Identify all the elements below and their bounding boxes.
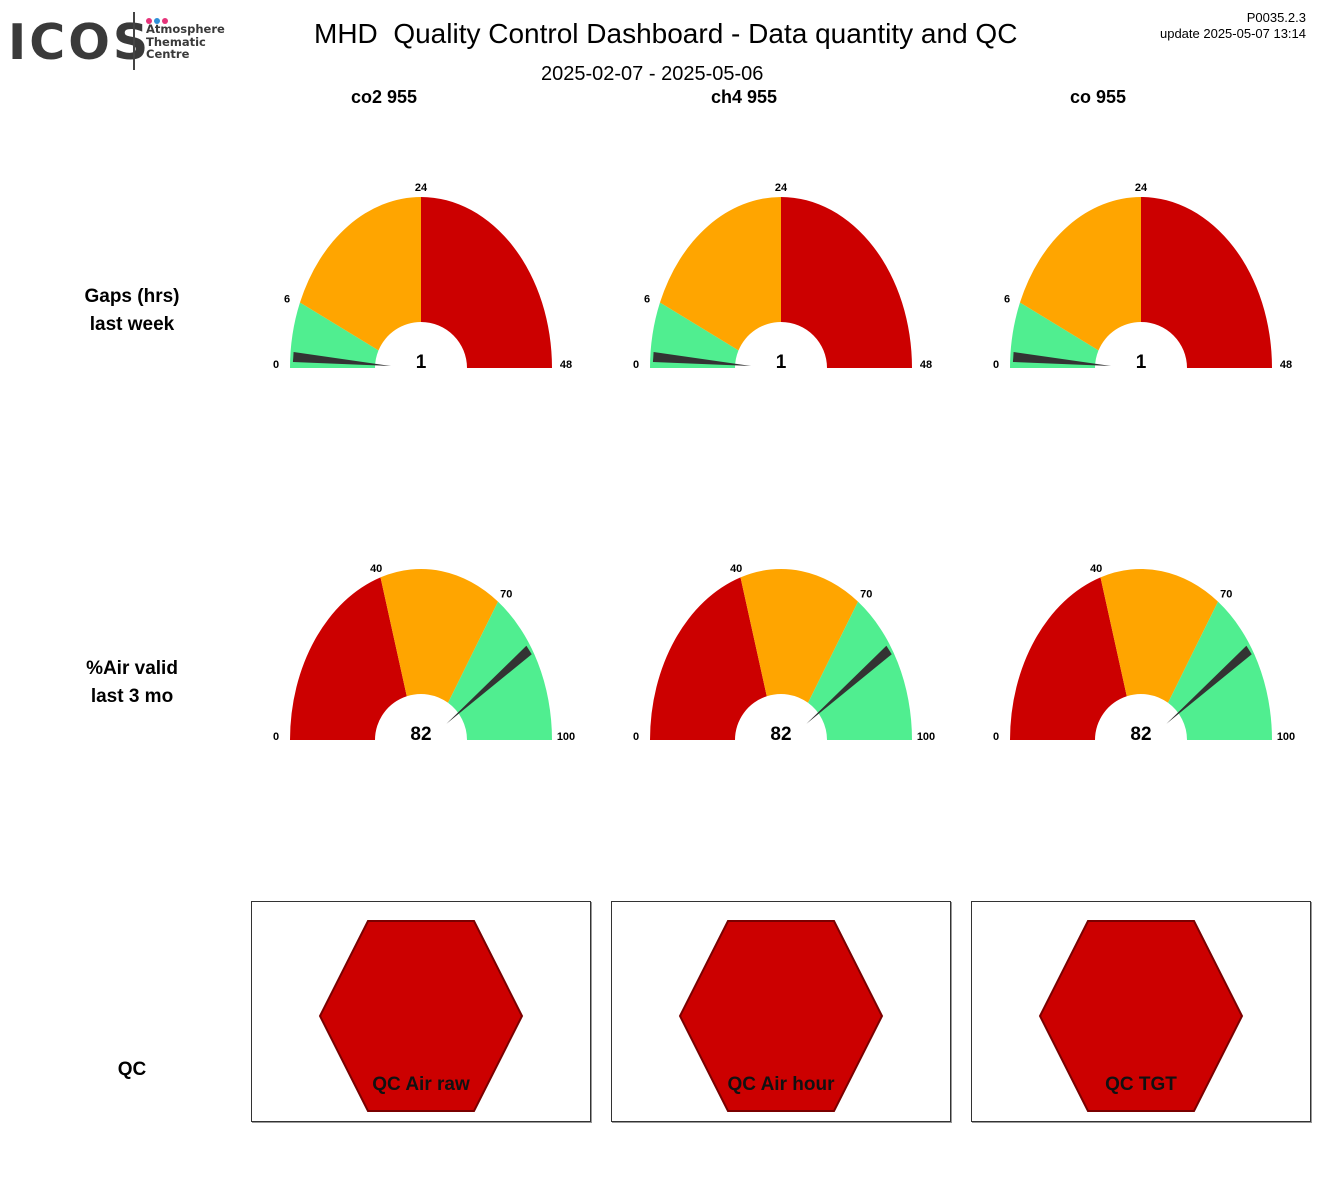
page-title: MHD Quality Control Dashboard - Data qua… [314,18,1018,49]
logo-dot [146,18,152,24]
qc-status-hexagon-icon [1038,920,1244,1112]
gauge-needle [652,352,752,367]
qc-panel-air-hour [611,901,951,1122]
gauge-band-red [781,197,912,368]
update-timestamp: update 2025-05-07 13:14 [1159,26,1306,41]
row-label-air-valid: %Air valid last 3 mo [86,658,178,707]
gauge-band-orange [740,569,858,703]
gauge-value-label: 82 [410,724,431,745]
logo-separator [133,12,135,70]
qc-status-hexagon-icon [678,920,884,1112]
gauge-band-red [1141,197,1272,368]
gauge-tick-label: 0 [993,359,999,371]
logo-dot [162,18,168,24]
version-number: P0035.2.3 [1246,10,1306,25]
gauge-value-label: 1 [1136,352,1147,373]
gauge-tick-label: 0 [633,731,639,743]
qc-label-tgt: QC TGT [1105,1074,1177,1095]
gauge-tick-label: 48 [920,359,932,371]
gauge-band-orange [1019,197,1141,351]
gauge-tick-label: 40 [1090,563,1102,575]
gauge-tick-label: 100 [557,731,575,743]
gauge-band-red [650,577,767,740]
gauge-tick-label: 24 [775,182,788,194]
gauge-tick-label: 0 [273,731,279,743]
column-header-ch4: ch4 955 [710,87,778,107]
qc-panel-air-raw [251,901,591,1122]
gauge-band-green [290,302,379,368]
gauge-tick-label: 6 [644,294,650,306]
gauge-tick-label: 0 [273,359,279,371]
gauge-tick-label: 100 [1277,731,1295,743]
gauge-needle [1012,352,1112,367]
gauge-band-green [448,601,552,740]
gauge-band-green [1168,601,1272,740]
logo-subtitle: Atmosphere Thematic Centre [146,22,225,61]
logo-dots-icon [146,11,170,29]
gauge-band-orange [299,197,421,351]
gauge-band-green [650,302,739,368]
gauge-band-red [421,197,552,368]
gauge-value-label: 1 [776,352,787,373]
qc-label-air-raw: QC Air raw [372,1074,470,1095]
gauge-tick-label: 40 [370,563,382,575]
qc-status-hexagon-icon [318,920,524,1112]
gauge-tick-label: 0 [993,731,999,743]
column-header-co2: co2 955 [350,87,418,107]
gauge-tick-label: 70 [500,589,512,601]
gauge-band-red [290,577,407,740]
row-label-qc: QC [117,1059,147,1080]
gauge-needle [292,352,392,367]
qc-panel-tgt [971,901,1311,1122]
gauge-tick-label: 6 [1004,294,1010,306]
gauge-tick-label: 6 [284,294,290,306]
gauge-band-orange [380,569,498,703]
gauge-value-label: 82 [770,724,791,745]
logo-dot [154,18,160,24]
gauge-tick-label: 70 [860,589,872,601]
gauge-band-green [1010,302,1099,368]
logo-wordmark: ICOS [8,14,152,71]
gauge-tick-label: 40 [730,563,742,575]
version-info: P0035.2.3 update 2025-05-07 13:14 [1160,10,1306,42]
gauge-tick-label: 48 [1280,359,1292,371]
gauge-needle [446,645,532,724]
qc-label-air-hour: QC Air hour [727,1074,835,1095]
gauge-tick-label: 100 [917,731,935,743]
gauge-tick-label: 70 [1220,589,1232,601]
date-range: 2025-02-07 - 2025-05-06 [541,63,764,85]
gauge-band-orange [1100,569,1218,703]
gauge-value-label: 1 [416,352,427,373]
gauge-needle [806,645,892,724]
gauge-band-red [1010,577,1127,740]
gauge-tick-label: 24 [1135,182,1148,194]
gauge-tick-label: 48 [560,359,572,371]
gauge-value-label: 82 [1130,724,1151,745]
gauge-tick-label: 0 [633,359,639,371]
icos-logo: ICOS Atmosphere Thematic Centre [8,10,225,72]
gauge-needle [1166,645,1252,724]
column-header-co: co 955 [1069,87,1127,107]
gauge-tick-label: 24 [415,182,428,194]
row-label-gaps: Gaps (hrs) last week [84,286,180,335]
gauge-band-green [808,601,912,740]
gauge-band-orange [659,197,781,351]
